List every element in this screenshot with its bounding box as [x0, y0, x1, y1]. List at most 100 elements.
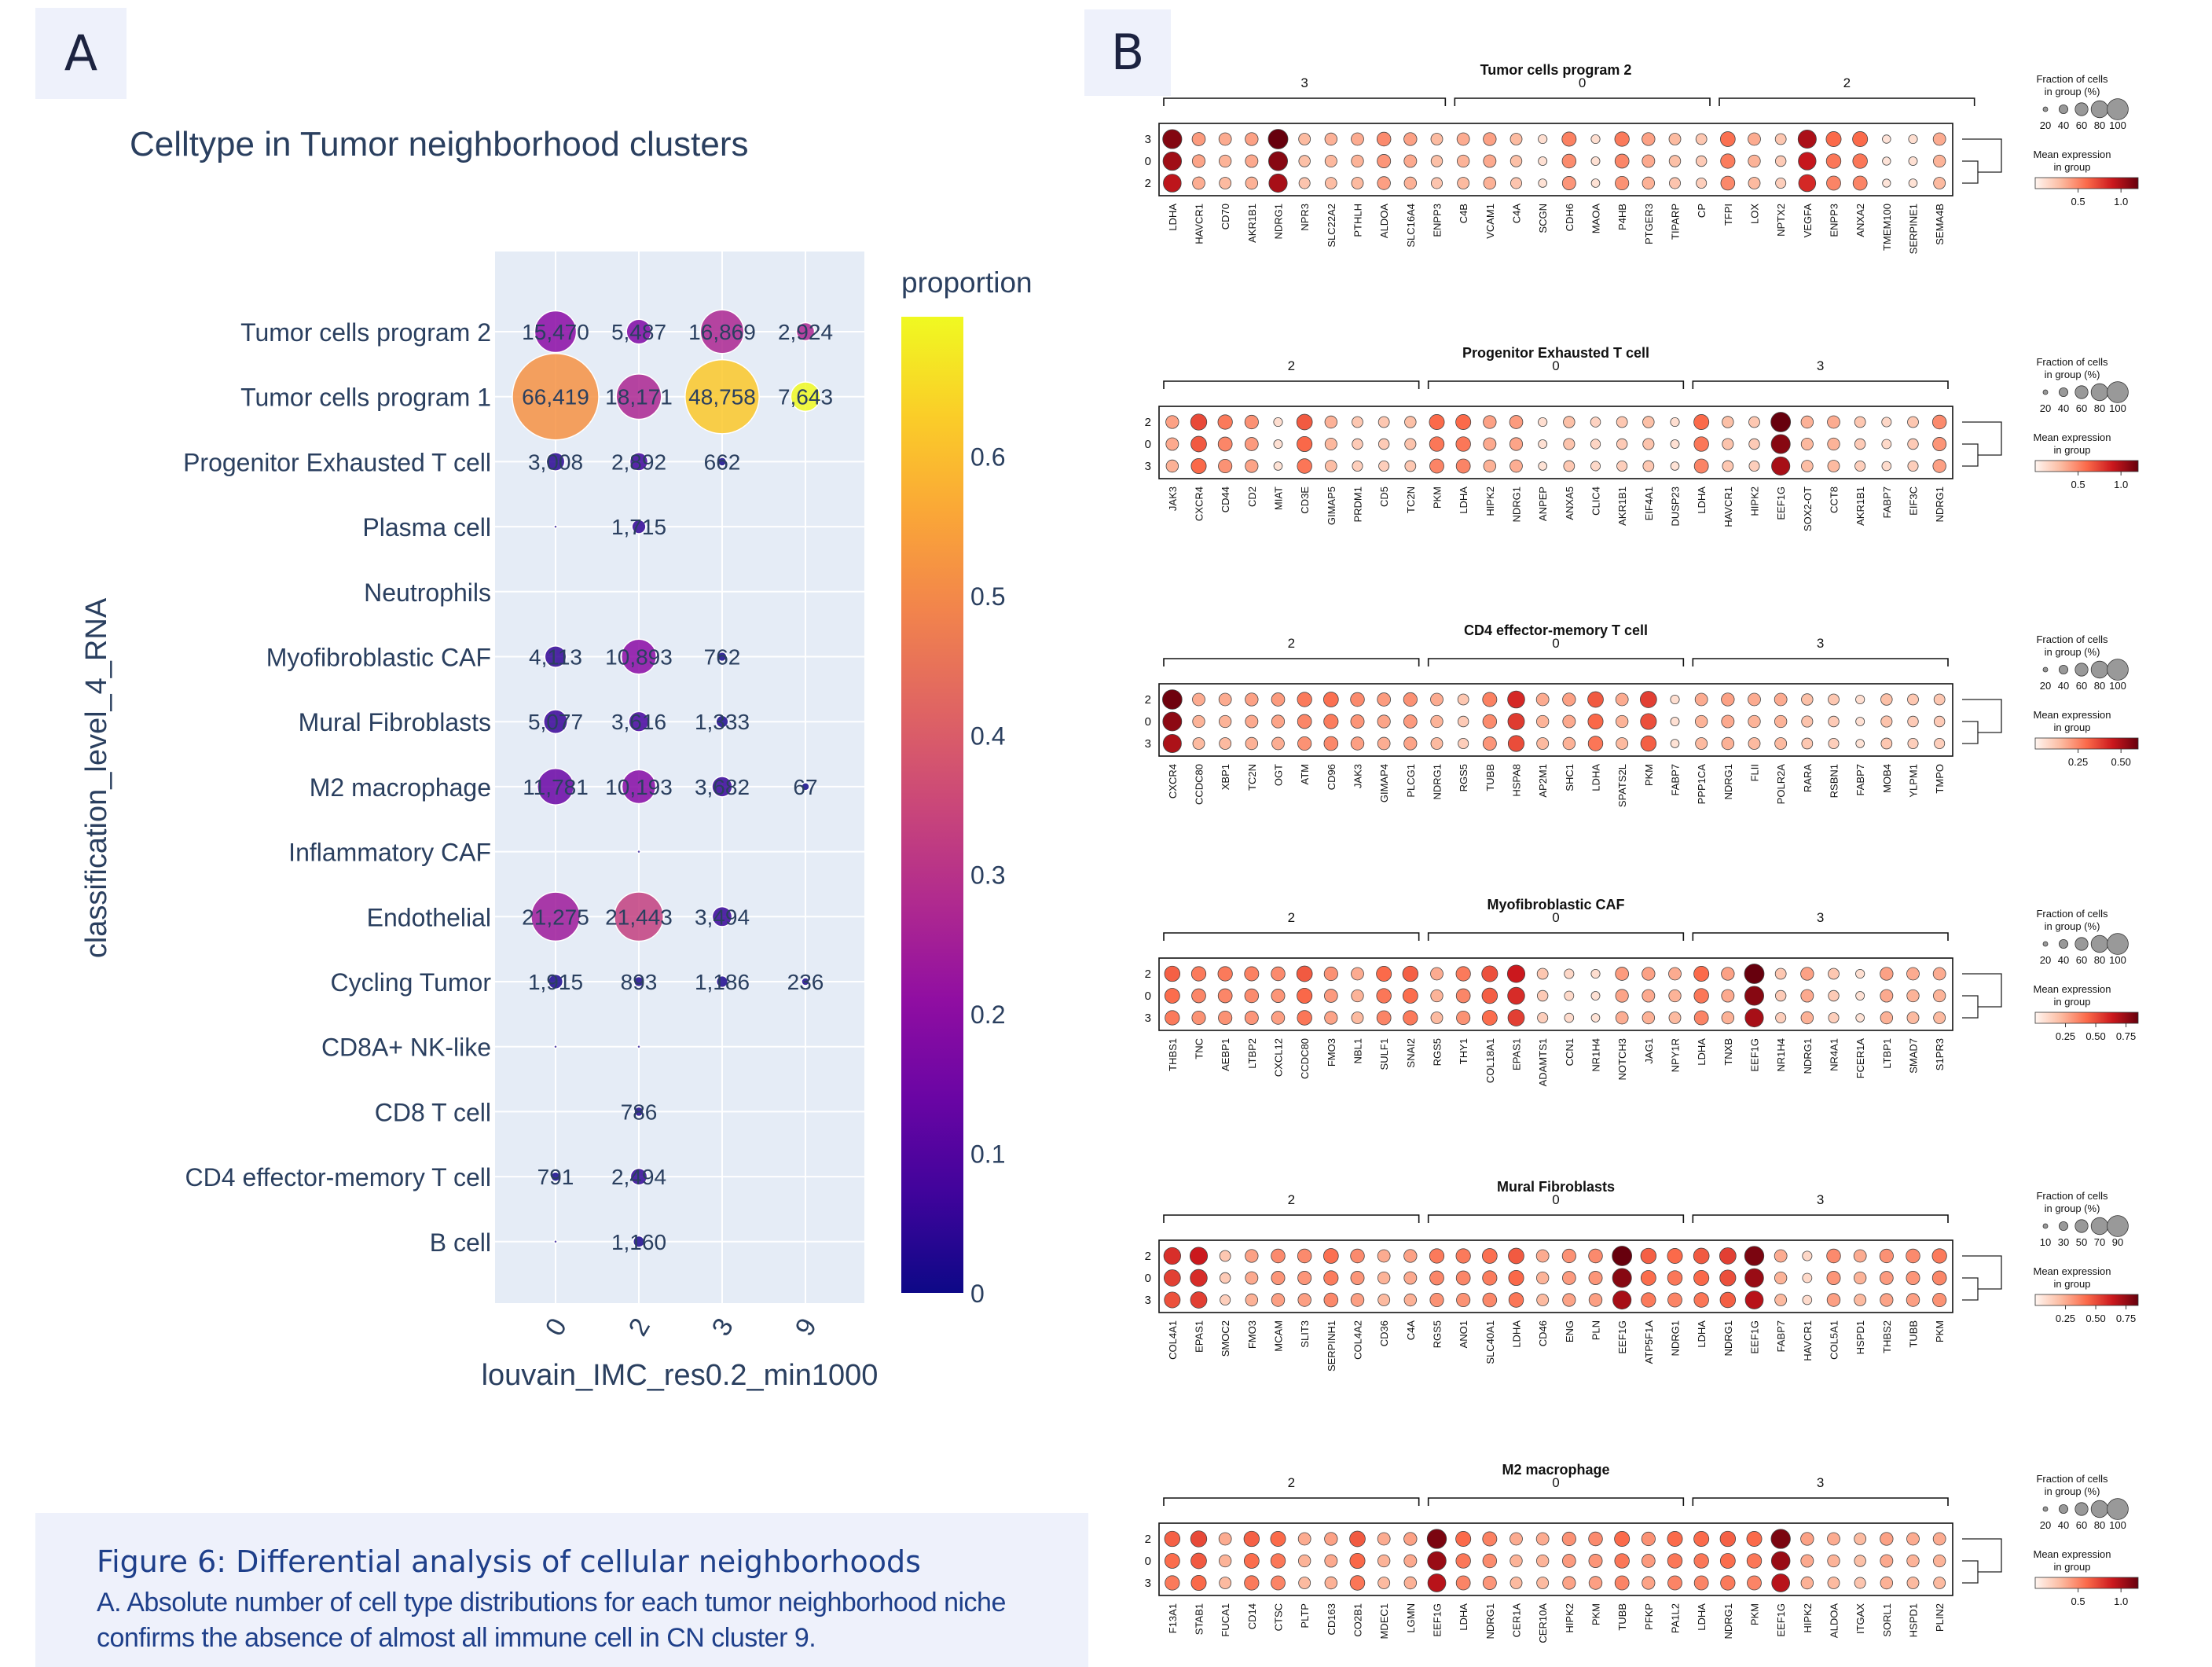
gene-dot: [1270, 1531, 1286, 1547]
gene-dot: [1457, 715, 1469, 728]
gene-dot: [1616, 714, 1629, 729]
gene-dot: [1722, 438, 1734, 450]
gene-dot: [1670, 461, 1680, 471]
color-legend-label: 0.50: [2085, 1313, 2105, 1324]
gene-dot: [1640, 1247, 1657, 1265]
gene-dot: [1880, 967, 1894, 981]
gene-dot: [1852, 153, 1868, 169]
gene-dot: [1376, 131, 1392, 147]
group-bracket: [1163, 1497, 1420, 1506]
gene-dot: [1880, 693, 1893, 706]
size-legend-dot: [2074, 1219, 2089, 1233]
color-legend-bar: [2034, 1012, 2139, 1024]
dot: [537, 767, 574, 806]
gene-dot: [1506, 964, 1526, 983]
gene-label: PKM: [1590, 1603, 1602, 1625]
gene-dot: [1244, 414, 1259, 430]
gene-dot: [1483, 154, 1497, 168]
gene-dot: [1828, 693, 1840, 706]
dot: [530, 891, 581, 942]
colorbar-tick-label: 0.1: [970, 1140, 1005, 1169]
gene-label: CD96: [1326, 764, 1337, 790]
gene-dot: [1403, 1576, 1418, 1590]
gene-dot: [1744, 964, 1765, 984]
gene-dot: [1825, 131, 1842, 147]
x-tick-labels: 0 2 3 9: [540, 1313, 823, 1341]
colorbar-title: proportion: [901, 266, 1033, 299]
gene-dot: [1802, 1272, 1813, 1283]
count-label: 662: [704, 450, 741, 474]
gene-label: CD163: [1326, 1603, 1337, 1635]
gene-dot: [1828, 990, 1840, 1002]
row-label: 2: [1145, 177, 1151, 190]
gene-dot: [1906, 1532, 1920, 1546]
gene-dot: [1507, 690, 1525, 709]
gene-dot: [1192, 692, 1205, 707]
gene-label: CCT8: [1829, 487, 1840, 513]
dot: [801, 782, 810, 791]
gene-dot: [1376, 988, 1392, 1004]
gene-dot: [1693, 458, 1709, 474]
gene-dot: [1720, 175, 1736, 191]
gene-label: ALDOA: [1378, 204, 1390, 238]
gene-dot: [1510, 1577, 1523, 1589]
gene-label: PRDM1: [1352, 487, 1364, 523]
gene-dot: [1615, 967, 1629, 981]
gene-label: ENPP3: [1829, 204, 1840, 237]
gene-dot: [1774, 990, 1787, 1002]
gene-dot: [1350, 736, 1365, 751]
gene-dot: [1826, 1271, 1841, 1285]
size-legend-title: Fraction of cells in group (%): [2036, 356, 2108, 380]
gene-dot: [1219, 737, 1232, 750]
gene-dot: [1719, 1291, 1737, 1309]
size-legend-title-line: Fraction of cells: [2036, 1190, 2108, 1202]
size-legend-title: Fraction of cells in group (%): [2036, 908, 2108, 932]
row-label: 0: [1145, 155, 1151, 168]
gene-label: CD36: [1378, 1320, 1390, 1346]
gene-label: HIPK2: [1484, 487, 1496, 516]
count-label: 10,193: [605, 775, 673, 799]
color-legend-label: 0.50: [2111, 756, 2131, 768]
size-legend-label: 30: [2058, 1236, 2069, 1248]
gene-dot: [1455, 414, 1472, 430]
color-legend-title-line: in group: [2054, 1278, 2091, 1290]
size-legend-dot: [2074, 663, 2089, 677]
size-legend-dot: [2107, 98, 2129, 120]
gene-dot: [1908, 178, 1918, 188]
gene-dot: [1744, 1268, 1764, 1288]
size-legend-title: Fraction of cells in group (%): [2036, 73, 2108, 97]
size-legend-label: 100: [2109, 119, 2126, 131]
row-label: 3: [1145, 1577, 1151, 1590]
count-label: 893: [621, 970, 658, 994]
gene-label: TMEM100: [1881, 204, 1893, 251]
size-legend-label: 100: [2109, 954, 2126, 966]
size-legend-dot: [2059, 1221, 2069, 1232]
gene-dot: [1536, 714, 1550, 729]
gene-dot: [1882, 178, 1891, 188]
dendrogram-branch: [1962, 699, 2002, 733]
y-tick-label: B cell: [430, 1228, 491, 1257]
gene-label: ITGAX: [1854, 1603, 1866, 1634]
gene-label: CTSC: [1273, 1603, 1285, 1631]
gene-dot: [1854, 416, 1866, 428]
gene-dot: [1880, 1271, 1894, 1285]
gene-dot: [1744, 1291, 1764, 1309]
gene-dot: [1827, 1577, 1840, 1589]
dot: [632, 1235, 646, 1248]
gene-dot: [1430, 692, 1443, 707]
gene-dot: [1590, 439, 1601, 450]
gene-dot: [1932, 967, 1946, 981]
gene-dot: [1564, 1012, 1575, 1023]
color-legend-label: 1.0: [2114, 196, 2128, 207]
color-legend-title: Mean expression in group: [2034, 1265, 2111, 1290]
gene-dot: [1298, 155, 1311, 167]
size-legend-dot: [2090, 1217, 2109, 1236]
size-legend-label: 60: [2076, 954, 2087, 966]
gene-label: CLIC4: [1590, 487, 1602, 516]
gene-dot: [1931, 1248, 1947, 1264]
gene-dot: [1590, 417, 1601, 428]
dots: [512, 309, 821, 1248]
gene-dot: [1297, 692, 1312, 707]
row-label: 2: [1145, 1250, 1151, 1263]
gene-dot: [1881, 461, 1892, 472]
